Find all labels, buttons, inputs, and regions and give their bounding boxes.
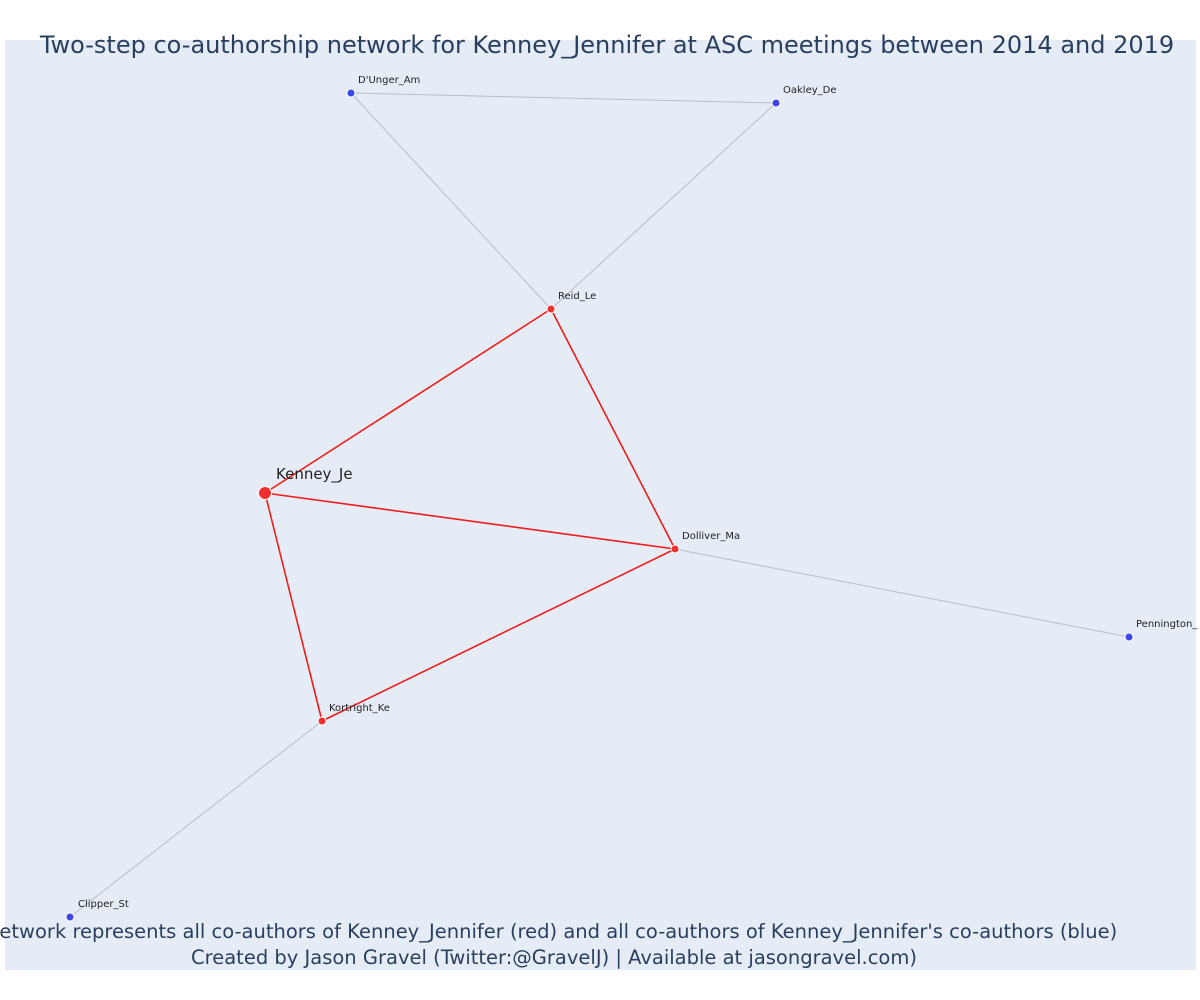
edge-dunger-oakley [350, 92, 777, 104]
footer-credit: Created by Jason Gravel (Twitter:@Gravel… [191, 946, 917, 969]
node-label-kenney: Kenney_Je [276, 465, 353, 484]
nodes-layer [65, 88, 1134, 922]
edge-reid-dolliver [550, 308, 676, 550]
node-pennington[interactable] [1124, 632, 1134, 642]
node-oakley[interactable] [771, 98, 781, 108]
node-label-dunger: D'Unger_Am [358, 75, 420, 86]
plot-background [5, 40, 1196, 970]
footer-caption: Network represents all co-authors of Ken… [0, 920, 1117, 943]
node-label-clipper: Clipper_St [78, 899, 129, 910]
node-reid[interactable] [546, 304, 556, 314]
edge-kortright-clipper [69, 720, 323, 918]
node-label-oakley: Oakley_De [783, 85, 837, 96]
node-label-reid: Reid_Le [558, 291, 596, 302]
node-kenney[interactable] [258, 486, 272, 500]
node-clipper[interactable] [65, 912, 75, 922]
node-dunger[interactable] [346, 88, 356, 98]
edge-kenney-dolliver [264, 492, 676, 550]
edge-dolliver-pennington [674, 548, 1130, 638]
edge-reid-oakley [550, 102, 777, 310]
node-label-kortright: Kortright_Ke [329, 703, 390, 714]
node-kortright[interactable] [317, 716, 327, 726]
node-label-pennington: Pennington_ [1136, 619, 1198, 630]
node-label-dolliver: Dolliver_Ma [682, 531, 740, 542]
chart-title: Two-step co-authorship network for Kenne… [39, 31, 1174, 59]
edges-layer [69, 92, 1130, 918]
edge-reid-dunger [350, 92, 552, 310]
node-dolliver[interactable] [670, 544, 680, 554]
edge-kenney-reid [264, 308, 552, 494]
edge-kenney-kortright [264, 492, 323, 722]
edge-kortright-dolliver [321, 548, 676, 722]
labels-layer: Kenney_Je Reid_Le Dolliver_Ma Kortright_Ke D… [78, 75, 1198, 910]
